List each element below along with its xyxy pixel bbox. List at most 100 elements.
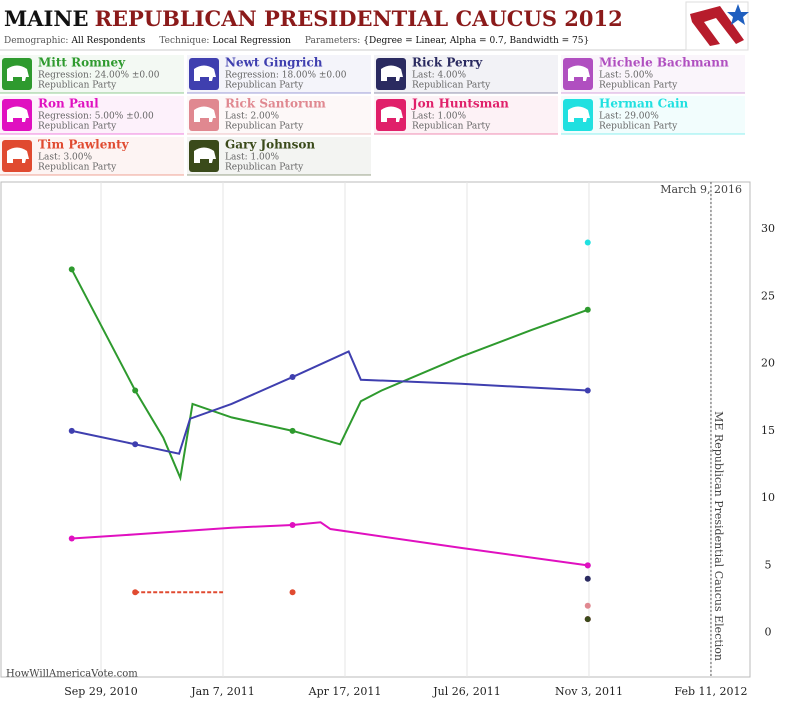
- legend-detail: Last: 5.00%: [599, 71, 654, 81]
- data-point: [584, 602, 591, 609]
- trend-line: [71, 350, 588, 455]
- legend-party: Republican Party: [38, 81, 117, 91]
- legend-name: Herman Cain: [599, 97, 689, 111]
- legend-detail: Last: 1.00%: [412, 112, 467, 122]
- legend-detail: Last: 1.00%: [225, 153, 280, 163]
- legend-name: Ron Paul: [38, 97, 99, 111]
- y-tick-label: 15: [761, 424, 775, 437]
- data-point: [289, 522, 296, 529]
- meta-label: Parameters:: [305, 36, 360, 46]
- legend-detail: Regression: 24.00% ±0.00: [38, 71, 160, 81]
- data-point: [584, 239, 591, 246]
- data-point: [584, 575, 591, 582]
- data-point: [289, 427, 296, 434]
- y-tick-label: 20: [761, 357, 775, 370]
- title-prefix: MAINE REPUBLICAN PRESIDENTIAL CAUCUS 2012: [4, 6, 623, 31]
- legend-detail: Last: 29.00%: [599, 112, 659, 122]
- legend-elephant: [7, 147, 29, 163]
- legend-name: Tim Pawlenty: [38, 138, 130, 152]
- data-point: [68, 427, 75, 434]
- meta-value: Local Regression: [212, 36, 291, 46]
- legend-detail: Regression: 18.00% ±0.00: [225, 71, 347, 81]
- y-tick-label: 10: [761, 491, 775, 504]
- data-point: [584, 387, 591, 394]
- y-tick-label: 30: [761, 222, 775, 235]
- legend-elephant: [7, 106, 29, 122]
- meta-row: Demographic: All Respondents Technique: Loc…: [4, 36, 589, 46]
- legend-name: Mitt Romney: [38, 56, 126, 70]
- meta-label: Technique:: [159, 36, 209, 46]
- meta-text: Demographic: All Respondents Technique: Loc…: [4, 36, 589, 46]
- legend-party: Republican Party: [38, 122, 117, 132]
- legend-detail: Last: 3.00%: [38, 153, 93, 163]
- data-point: [289, 374, 296, 381]
- legend-party: Republican Party: [599, 122, 678, 132]
- legend-party: Republican Party: [599, 81, 678, 91]
- x-tick-label: Sep 29, 2010: [64, 685, 138, 698]
- data-point: [68, 266, 75, 273]
- legend-name: Jon Huntsman: [411, 97, 509, 111]
- legend-elephant: [568, 65, 590, 81]
- legend-name: Michele Bachmann: [599, 56, 729, 70]
- legend-elephant: [381, 65, 403, 81]
- x-tick-label: Apr 17, 2011: [308, 685, 382, 698]
- logo: [685, 1, 749, 51]
- legend-party: Republican Party: [412, 122, 491, 132]
- x-tick-label: Jul 26, 2011: [432, 685, 501, 698]
- y-tick-label: 0: [765, 626, 772, 639]
- legend-party: Republican Party: [225, 81, 304, 91]
- legend-party: Republican Party: [38, 163, 117, 173]
- legend-elephant: [194, 65, 216, 81]
- y-tick-label: 5: [765, 558, 772, 571]
- legend-detail: Last: 2.00%: [225, 112, 280, 122]
- legend-party: Republican Party: [225, 163, 304, 173]
- trend-line: [71, 521, 588, 567]
- legend-name: Gary Johnson: [225, 138, 315, 152]
- legend-name: Rick Perry: [412, 56, 483, 70]
- x-tick-label: Feb 11, 2012: [674, 685, 747, 698]
- legend-elephant: [7, 65, 29, 81]
- plot-frame: [0, 181, 751, 678]
- data-point: [132, 441, 139, 448]
- data-point: [132, 387, 139, 394]
- legend-detail: Last: 4.00%: [412, 71, 467, 81]
- title: REPUBLICAN PRESIDENTIAL CAUCUS 2012: [95, 6, 623, 31]
- source: HowWillAmericaVote.com: [6, 669, 138, 680]
- y-tick-label: 25: [761, 289, 775, 302]
- legend-name: Newt Gingrich: [225, 56, 323, 70]
- data-point: [584, 616, 591, 623]
- legend-name: Rick Santorum: [225, 97, 326, 111]
- data-point: [289, 589, 296, 596]
- plot: Sep 29, 2010 Jan 7, 2011 Apr 17, 2011 Jul 2…: [0, 181, 775, 698]
- meta-value: All Respondents: [70, 36, 145, 46]
- legend-detail: Regression: 5.00% ±0.00: [38, 112, 154, 122]
- state: MAINE: [4, 6, 89, 31]
- data-point: [584, 562, 591, 569]
- legend-elephant: [381, 106, 403, 122]
- date-note: March 9, 2016: [660, 183, 742, 196]
- meta-value: {Degree = Linear, Alpha = 0.7, Bandwidth…: [363, 36, 589, 46]
- legend-party: Republican Party: [412, 81, 491, 91]
- event-label: ME Republican Presidential Caucus Electi…: [712, 411, 725, 661]
- legend-party: Republican Party: [225, 122, 304, 132]
- data-point: [132, 589, 139, 596]
- meta-label: Demographic:: [4, 36, 68, 46]
- legend-elephant: [194, 106, 216, 122]
- data-point: [584, 306, 591, 313]
- data-point: [68, 535, 75, 542]
- legend-elephant: [194, 147, 216, 163]
- x-tick-label: Nov 3, 2011: [555, 685, 623, 698]
- x-tick-label: Jan 7, 2011: [190, 685, 255, 698]
